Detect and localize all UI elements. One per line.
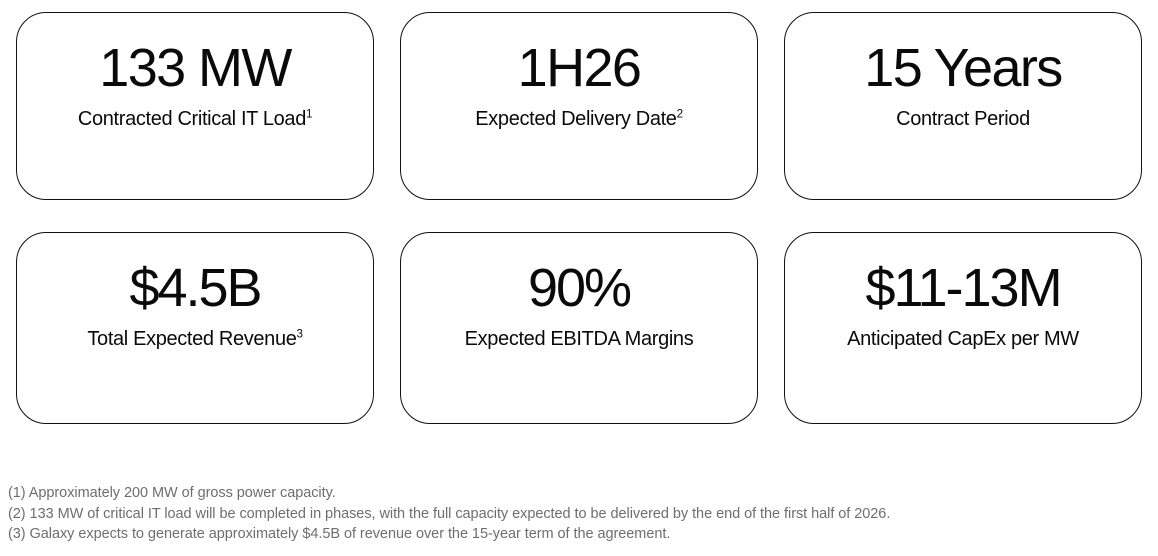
stat-label: Contracted Critical IT Load1 — [77, 107, 313, 131]
stat-label-text: Anticipated CapEx per MW — [847, 328, 1079, 351]
stat-label-text: Expected EBITDA Margins — [464, 328, 694, 351]
footnote-marker: 3 — [296, 327, 303, 341]
stat-label: Contract Period — [896, 107, 1030, 131]
stat-card-expected-delivery-date: 1H26 Expected Delivery Date2 — [400, 12, 758, 200]
stat-label: Anticipated CapEx per MW — [847, 327, 1079, 351]
footnote-line: (2) 133 MW of critical IT load will be c… — [8, 505, 891, 522]
stat-card-expected-ebitda-margins: 90% Expected EBITDA Margins — [400, 232, 758, 424]
stat-value: $11-13M — [865, 258, 1062, 318]
stat-label-text: Contracted Critical IT Load — [77, 108, 306, 131]
stat-card-anticipated-capex-per-mw: $11-13M Anticipated CapEx per MW — [784, 232, 1142, 424]
stat-label: Expected EBITDA Margins — [465, 327, 694, 351]
stat-value: 1H26 — [517, 38, 642, 98]
stat-label: Expected Delivery Date2 — [475, 107, 683, 131]
stat-card-grid: 133 MW Contracted Critical IT Load1 1H26… — [16, 12, 1142, 424]
stat-label-text: Contract Period — [896, 108, 1030, 131]
stat-label-text: Expected Delivery Date — [475, 108, 677, 131]
footnote-line: (1) Approximately 200 MW of gross power … — [8, 485, 336, 501]
stat-value: 90% — [527, 258, 632, 318]
stat-card-total-expected-revenue: $4.5B Total Expected Revenue3 — [16, 232, 374, 424]
footnote-line: (3) Galaxy expects to generate approxima… — [8, 526, 671, 542]
footnote-marker: 1 — [305, 107, 313, 121]
stat-card-contract-period: 15 Years Contract Period — [784, 12, 1142, 200]
footnote-marker: 2 — [676, 107, 683, 121]
stat-label: Total Expected Revenue3 — [87, 327, 303, 351]
stat-card-contracted-critical-it-load: 133 MW Contracted Critical IT Load1 — [16, 12, 374, 200]
stat-value: $4.5B — [129, 258, 262, 318]
stat-value: 133 MW — [99, 38, 292, 98]
footnotes-block: (1) Approximately 200 MW of gross power … — [8, 483, 1148, 545]
stat-label-text: Total Expected Revenue — [87, 328, 297, 351]
stat-value: 15 Years — [864, 38, 1063, 98]
